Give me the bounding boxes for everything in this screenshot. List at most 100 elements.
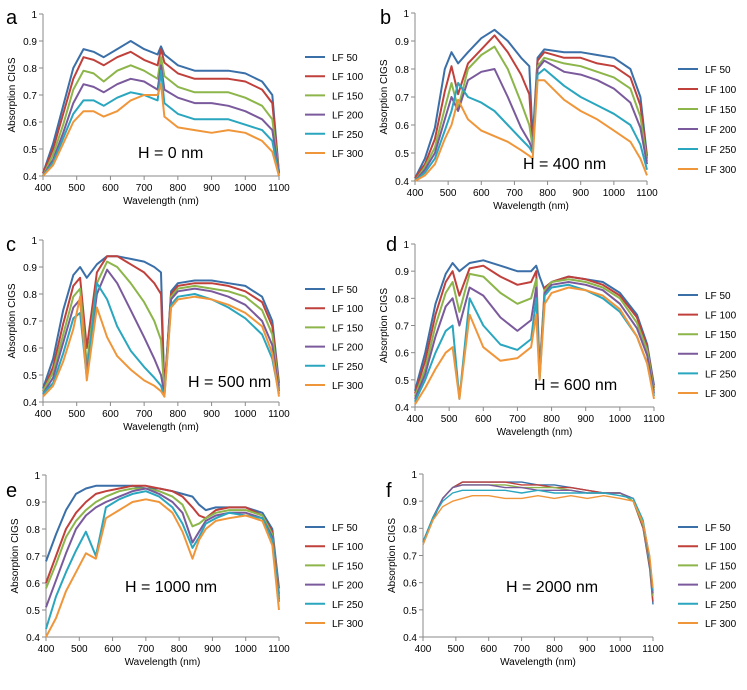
x-tick-label: 900 [572,188,589,199]
x-tick-label: 1100 [643,414,665,425]
series-line-lf-300 [422,495,654,589]
legend-label: LF 250 [705,600,737,611]
y-tick-label: 0.6 [23,344,37,355]
panel-letter: a [6,7,18,29]
x-tick-label: 1000 [609,644,632,655]
x-tick-label: 500 [448,644,465,655]
x-tick-label: 1100 [642,644,664,655]
y-tick-label: 0.8 [403,524,417,535]
y-axis-title: Absorption CIGS [387,518,398,593]
series-line-lf-150 [414,45,648,182]
series-line-lf-50 [414,28,648,179]
y-tick-label: 0.5 [23,371,37,382]
y-tick-label: 0.8 [23,290,37,301]
panel-annotation: H = 500 nm [188,374,271,391]
x-tick-label: 500 [71,644,88,655]
series-line-lf-300 [45,498,280,638]
legend-label: LF 150 [332,323,364,334]
series-line-lf-300 [414,79,648,182]
x-tick-label: 400 [415,644,432,655]
x-tick-label: 400 [35,183,52,194]
x-tick-label: 1000 [234,183,257,194]
series-line-lf-100 [414,34,648,179]
x-tick-label: 700 [136,183,153,194]
y-axis-title: Absorption CIGS [379,59,390,134]
series-line-lf-200 [45,487,280,608]
y-tick-label: 0.5 [26,606,40,617]
chart-panel-c: c 0.4 0.5 0.6 0.7 0.8 0.9 1 400 500 600 700 800 900 10… [6,234,364,433]
y-tick-label: 0.5 [395,376,409,387]
x-tick-label: 900 [577,414,594,425]
y-tick-label: 0.9 [395,267,409,278]
x-tick-label: 800 [546,644,563,655]
legend-label: LF 50 [705,65,731,76]
chart-panel-f: f 0.4 0.5 0.6 0.7 0.8 0.9 1 400 500 600 700 800 900 10… [386,470,737,668]
x-axis-title: Wavelength (nm) [497,427,573,438]
chart-panel-e: e 0.4 0.5 0.6 0.7 0.8 0.9 1 400 500 600 700 800 900 10… [6,471,364,668]
y-tick-label: 0.9 [403,497,417,508]
series-line-lf-300 [42,83,280,177]
y-tick-label: 0.4 [23,172,37,183]
y-tick-label: 0.4 [403,633,417,644]
y-axis-title: Absorption CIGS [7,57,18,132]
series-line-lf-200 [42,64,280,177]
y-tick-label: 0.6 [395,121,409,132]
series-line-lf-150 [42,56,280,177]
legend-label: LF 250 [332,600,364,611]
legend-label: LF 200 [705,125,737,136]
series-line-lf-250 [42,69,280,177]
x-tick-label: 400 [407,188,424,199]
y-tick-label: 0.6 [26,579,40,590]
x-tick-label: 400 [38,644,55,655]
x-tick-label: 600 [480,644,497,655]
y-axis-title: Absorption CIGS [379,288,390,363]
x-tick-label: 500 [68,183,85,194]
series-line-lf-100 [45,484,280,594]
y-tick-label: 0.7 [395,93,409,104]
x-tick-label: 400 [407,414,424,425]
x-tick-label: 700 [136,409,153,420]
legend-label: LF 50 [705,291,731,302]
y-tick-label: 0.7 [23,91,37,102]
legend-label: LF 250 [332,130,364,141]
chart-panel-b: b 0.4 0.5 0.6 0.7 0.8 0.9 1 400 500 600 700 800 900 10… [379,7,737,212]
legend-label: LF 100 [332,72,364,83]
legend-label: LF 200 [332,581,364,592]
x-tick-label: 600 [102,183,119,194]
series-line-lf-200 [42,268,280,395]
chart-panel-d: d 0.4 0.5 0.6 0.7 0.8 0.9 1 400 500 600 700 800 900 10… [379,234,737,438]
legend-label: LF 200 [705,350,737,361]
panel-annotation: H = 0 nm [138,145,203,162]
legend-label: LF 50 [705,523,731,534]
panel-letter: b [380,7,391,29]
legend-label: LF 150 [705,105,737,116]
y-tick-label: 0.7 [23,317,37,328]
x-tick-label: 700 [506,188,523,199]
x-tick-label: 800 [171,644,188,655]
series-line-lf-50 [414,259,655,391]
x-tick-label: 1100 [636,188,658,199]
legend-label: LF 250 [705,369,737,380]
x-tick-label: 1000 [235,644,258,655]
legend-label: LF 50 [332,285,358,296]
x-tick-label: 600 [104,644,121,655]
x-tick-label: 800 [539,188,556,199]
legend-label: LF 200 [332,111,364,122]
y-tick-label: 0.5 [395,149,409,160]
x-axis-title: Wavelength (nm) [500,657,576,668]
legend-label: LF 150 [332,561,364,572]
panel-annotation: H = 400 nm [523,156,606,173]
y-axis-title: Absorption CIGS [7,283,18,358]
x-tick-label: 500 [440,188,457,199]
x-tick-label: 1100 [268,183,290,194]
legend-label: LF 300 [705,619,737,630]
panel-letter: e [6,480,17,502]
series-line-lf-100 [42,48,280,174]
y-axis-title: Absorption CIGS [10,518,21,593]
legend-label: LF 150 [332,91,364,102]
x-tick-label: 1000 [234,409,257,420]
series-line-lf-300 [42,295,280,398]
panel-annotation: H = 2000 nm [506,579,598,596]
chart-panel-a: a 0.4 0.5 0.6 0.7 0.8 0.9 1 400 500 600 700 800 900 10… [6,7,364,207]
y-tick-label: 1 [411,470,417,481]
